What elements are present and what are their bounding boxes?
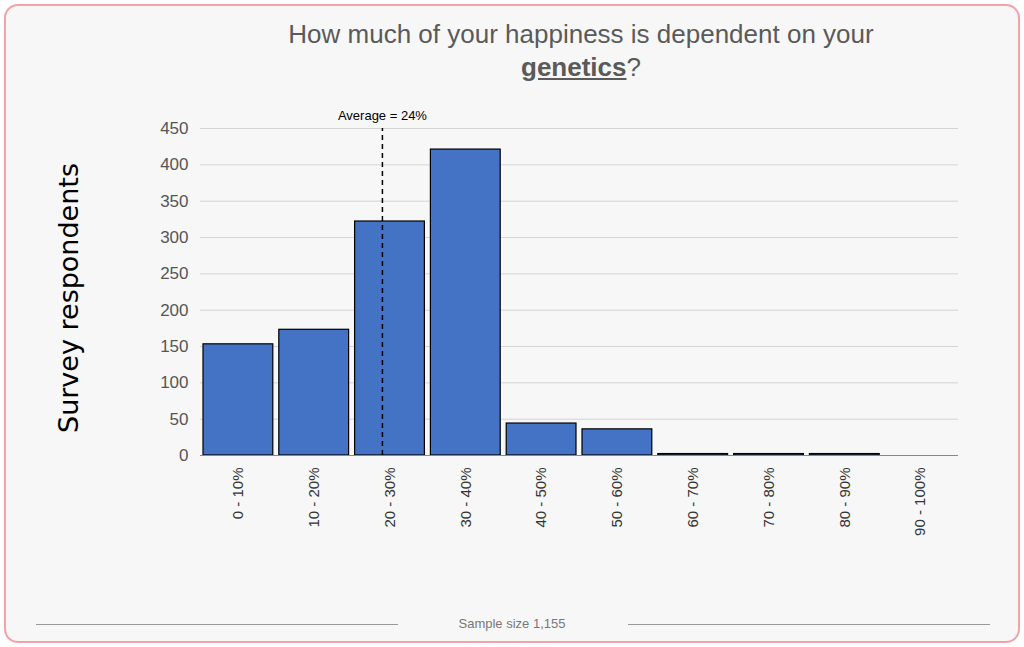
svg-text:Average = 24%: Average = 24% xyxy=(338,108,427,123)
svg-text:50 - 60%: 50 - 60% xyxy=(608,468,625,528)
svg-text:0 - 10%: 0 - 10% xyxy=(229,468,246,520)
svg-text:40 - 50%: 40 - 50% xyxy=(532,468,549,528)
svg-text:70 - 80%: 70 - 80% xyxy=(760,468,777,528)
svg-text:60 - 70%: 60 - 70% xyxy=(684,468,701,528)
svg-text:450: 450 xyxy=(160,119,188,138)
svg-text:250: 250 xyxy=(160,264,188,283)
html-text:How much of your happiness is: How much of your happiness is dependent … xyxy=(288,19,874,49)
svg-text:150: 150 xyxy=(160,337,188,356)
svg-text:200: 200 xyxy=(160,301,188,320)
svg-text:100: 100 xyxy=(160,373,188,392)
svg-text:20 - 30%: 20 - 30% xyxy=(381,468,398,528)
html-text:Sample size 1,155: Sample size 1,155 xyxy=(458,616,566,631)
html-text:Survey respondents: Survey respondents xyxy=(52,163,84,433)
svg-text:80 - 90%: 80 - 90% xyxy=(836,468,853,528)
svg-text:300: 300 xyxy=(160,228,188,247)
svg-text:0: 0 xyxy=(179,446,188,465)
svg-text:350: 350 xyxy=(160,192,188,211)
html-text:genetics?: genetics? xyxy=(521,52,641,82)
svg-text:10 - 20%: 10 - 20% xyxy=(305,468,322,528)
svg-text:400: 400 xyxy=(160,155,188,174)
svg-text:30 - 40%: 30 - 40% xyxy=(457,468,474,528)
svg-text:50: 50 xyxy=(170,410,189,429)
svg-text:90 - 100%: 90 - 100% xyxy=(911,468,928,536)
